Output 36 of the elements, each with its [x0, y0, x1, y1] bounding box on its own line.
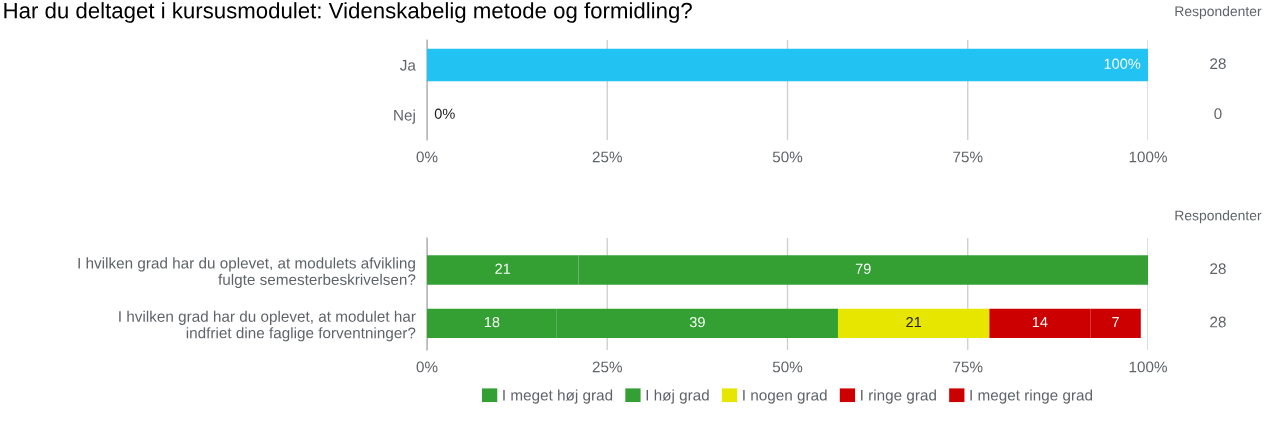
chart-title: Har du deltaget i kursusmodulet: Videnskabelig metode og formidling?: [4, 2, 692, 23]
x-tick-label: 100%: [1129, 151, 1167, 163]
bar: [837, 308, 990, 338]
data-label: 0%: [434, 108, 455, 119]
y-tick-label: Nej: [394, 109, 415, 124]
data-label: 21: [495, 263, 511, 274]
text: 28: [1210, 58, 1226, 70]
x-tick-label: 0%: [416, 151, 438, 163]
text: 28: [1210, 316, 1226, 328]
x-tick-label: 75%: [953, 361, 983, 373]
data-label: 21: [906, 316, 922, 328]
y-tick-label: I hvilken grad har du oplevet, at modulets afvikling fulgte semesterbeskrivelsen?: [78, 257, 416, 289]
text: 28: [1210, 263, 1226, 275]
data-label: 7: [1112, 317, 1119, 328]
legend-label: I meget høj grad: [503, 389, 613, 404]
x-tick-label: 25%: [592, 361, 622, 373]
x-tick-label: 100%: [1129, 361, 1167, 373]
x-tick-label: 75%: [953, 151, 983, 163]
legend-label: I nogen grad: [743, 389, 827, 404]
x-tick-label: 50%: [772, 151, 803, 163]
data-label: 14: [1032, 317, 1048, 328]
legend-label: I ringe grad: [861, 389, 936, 404]
x-tick-label: 0%: [416, 361, 438, 373]
y-tick-label: Ja: [399, 60, 416, 71]
data-label: 79: [855, 263, 871, 274]
legend-label: I høj grad: [646, 389, 709, 404]
text: Respondenter: [1175, 210, 1262, 224]
x-tick-label: 25%: [592, 151, 622, 163]
text: 0: [1214, 108, 1222, 120]
y-tick-label: I hvilken grad har du oplevet, at modulet har indfriet dine faglige forventninger?: [119, 310, 416, 342]
text: Respondenter: [1175, 6, 1262, 19]
legend-label: I meget ringe grad: [970, 389, 1093, 404]
data-label: 39: [689, 316, 705, 328]
data-label: 100%: [1104, 58, 1141, 69]
x-tick-label: 50%: [772, 361, 803, 373]
data-label: 18: [484, 316, 500, 328]
